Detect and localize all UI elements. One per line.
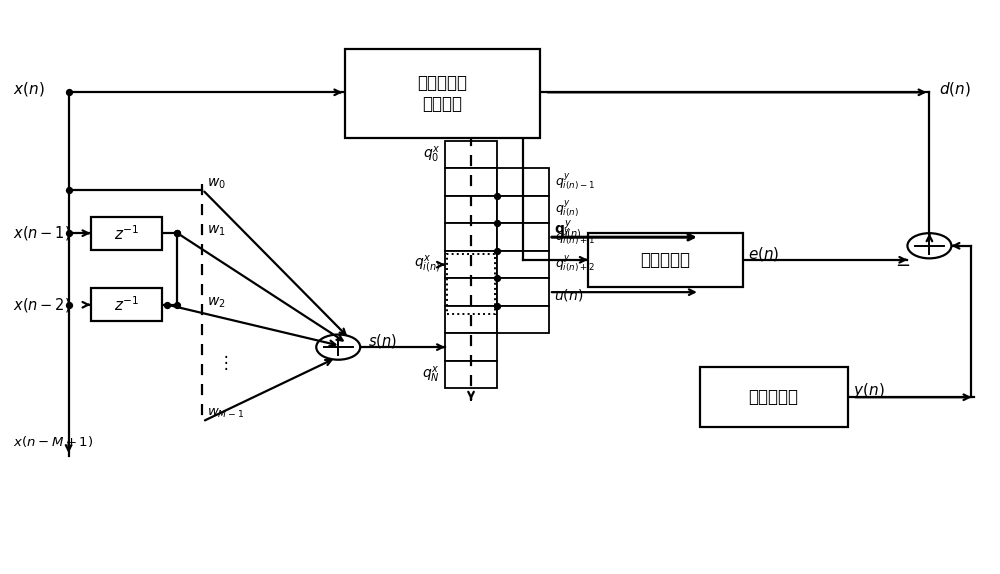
Text: $x(n-2)$: $x(n-2)$ <box>13 296 70 314</box>
Text: $x(n-M+1)$: $x(n-M+1)$ <box>13 434 93 449</box>
Circle shape <box>907 233 951 258</box>
Text: 航空发动机
控制系统: 航空发动机 控制系统 <box>418 75 468 113</box>
Point <box>489 219 505 228</box>
Text: 样条插值器: 样条插值器 <box>749 388 799 406</box>
Text: $w_0$: $w_0$ <box>207 177 226 191</box>
Text: $q_{i(n)}^y$: $q_{i(n)}^y$ <box>555 199 579 220</box>
Text: $q_0^x$: $q_0^x$ <box>423 145 440 165</box>
Bar <box>497 169 549 196</box>
Text: $q_{i(n)+2}^y$: $q_{i(n)+2}^y$ <box>555 254 595 275</box>
Point <box>169 228 185 238</box>
Point <box>489 274 505 283</box>
Text: $w_{M-1}$: $w_{M-1}$ <box>207 406 245 420</box>
Text: $u(n)$: $u(n)$ <box>554 287 583 303</box>
Point <box>159 300 175 309</box>
Circle shape <box>316 335 360 360</box>
Bar <box>497 251 549 278</box>
Text: $w_2$: $w_2$ <box>207 295 226 309</box>
Bar <box>497 223 549 251</box>
Bar <box>445 278 497 306</box>
Bar <box>445 169 497 196</box>
Text: $z^{-1}$: $z^{-1}$ <box>114 296 139 314</box>
Text: $d(n)$: $d(n)$ <box>939 80 971 99</box>
Bar <box>91 288 162 321</box>
Text: $q_N^x$: $q_N^x$ <box>422 364 440 385</box>
Bar <box>700 367 848 427</box>
Point <box>61 228 77 238</box>
Text: $x(n-1)$: $x(n-1)$ <box>13 224 70 242</box>
Text: $e(n)$: $e(n)$ <box>748 245 779 263</box>
Text: $s(n)$: $s(n)$ <box>368 332 397 350</box>
Text: $\vdots$: $\vdots$ <box>217 352 229 371</box>
Bar <box>588 232 743 287</box>
Text: 自适应算法: 自适应算法 <box>640 251 690 269</box>
Bar <box>445 361 497 389</box>
Bar <box>345 49 540 138</box>
Bar <box>447 254 495 314</box>
Text: $x(n)$: $x(n)$ <box>13 80 44 99</box>
Point <box>489 191 505 200</box>
Bar <box>91 216 162 250</box>
Text: $y(n)$: $y(n)$ <box>853 381 884 400</box>
Bar <box>497 306 549 333</box>
Bar <box>497 196 549 223</box>
Point <box>489 246 505 255</box>
Bar <box>445 196 497 223</box>
Bar <box>445 306 497 333</box>
Bar <box>445 251 497 278</box>
Text: $q_{i(n)}^x$: $q_{i(n)}^x$ <box>414 254 440 276</box>
Point <box>489 301 505 311</box>
Text: $-$: $-$ <box>895 255 911 273</box>
Text: $z^{-1}$: $z^{-1}$ <box>114 224 139 243</box>
Bar <box>445 333 497 361</box>
Text: $q_{i(n)+1}^y$: $q_{i(n)+1}^y$ <box>555 227 595 248</box>
Text: $w_1$: $w_1$ <box>207 223 226 238</box>
Point <box>61 88 77 97</box>
Point <box>169 300 185 309</box>
Bar <box>445 223 497 251</box>
Point <box>61 185 77 194</box>
Point <box>61 300 77 309</box>
Text: $\mathbf{q}_{i(n)}^{y}$: $\mathbf{q}_{i(n)}^{y}$ <box>554 219 582 242</box>
Point <box>169 228 185 238</box>
Text: $q_{i(n)-1}^y$: $q_{i(n)-1}^y$ <box>555 172 595 193</box>
Bar <box>497 278 549 306</box>
Bar <box>445 141 497 169</box>
